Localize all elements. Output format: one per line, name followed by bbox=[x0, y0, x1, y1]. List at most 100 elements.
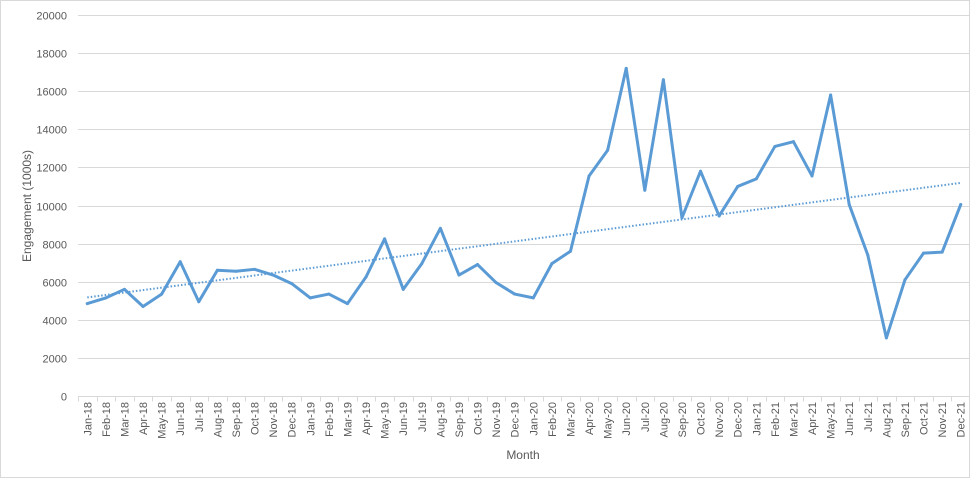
y-tick-label: 2000 bbox=[43, 354, 67, 366]
x-tick-label: Dec-21 bbox=[956, 402, 968, 437]
x-tick-label: Aug-20 bbox=[658, 402, 670, 437]
x-tick-label: Apr-19 bbox=[361, 402, 373, 435]
data-point bbox=[791, 140, 795, 144]
y-tick-label: 8000 bbox=[43, 240, 67, 252]
x-tick-label: Dec-19 bbox=[510, 402, 522, 437]
data-point bbox=[104, 296, 108, 300]
data-point bbox=[253, 267, 257, 271]
data-point bbox=[308, 296, 312, 300]
data-point bbox=[810, 174, 814, 178]
data-point bbox=[215, 268, 219, 272]
x-tick-label: Jan-19 bbox=[305, 402, 317, 436]
x-tick-label: May-19 bbox=[380, 402, 392, 439]
data-point bbox=[531, 296, 535, 300]
series-line bbox=[85, 66, 963, 340]
series-group bbox=[85, 66, 963, 340]
data-point bbox=[847, 203, 851, 207]
x-tick-label: Sep-19 bbox=[454, 402, 466, 437]
x-tick-label: Sep-20 bbox=[677, 402, 689, 437]
x-tick-label: Dec-18 bbox=[287, 402, 299, 437]
data-point bbox=[364, 275, 368, 279]
x-tick-label: Aug-19 bbox=[435, 402, 447, 437]
y-axis-title: Engagement (1000s) bbox=[20, 150, 34, 262]
x-tick-label: Nov-18 bbox=[268, 402, 280, 437]
data-point bbox=[420, 262, 424, 266]
x-tick-label: Sep-18 bbox=[231, 402, 243, 437]
x-tick-label: Mar-21 bbox=[788, 402, 800, 437]
data-point bbox=[866, 253, 870, 257]
data-point bbox=[940, 250, 944, 254]
x-tick-label: Feb-19 bbox=[324, 402, 336, 437]
x-tick-label: Sep-21 bbox=[900, 402, 912, 437]
x-tick-label: Mar-19 bbox=[342, 402, 354, 437]
data-point bbox=[141, 304, 145, 308]
x-tick-label: Feb-20 bbox=[547, 402, 559, 437]
x-tick-label: Apr-21 bbox=[807, 402, 819, 435]
x-tick-label: Nov-20 bbox=[714, 402, 726, 437]
x-tick-label: Mar-20 bbox=[565, 402, 577, 437]
data-point bbox=[438, 226, 442, 230]
x-tick-label: Nov-19 bbox=[491, 402, 503, 437]
x-tick-label: Oct-20 bbox=[696, 402, 708, 435]
y-tick-label: 10000 bbox=[36, 202, 67, 214]
data-point bbox=[122, 287, 126, 291]
data-point bbox=[736, 184, 740, 188]
data-point bbox=[513, 292, 517, 296]
data-point bbox=[160, 292, 164, 296]
y-tick-label: 14000 bbox=[36, 125, 67, 137]
x-tick-label: Oct-18 bbox=[250, 402, 262, 435]
x-tick-label: Jan-18 bbox=[82, 402, 94, 436]
x-tick-label: Jul-20 bbox=[640, 402, 652, 432]
data-point bbox=[327, 292, 331, 296]
x-tick-label: Feb-21 bbox=[770, 402, 782, 437]
data-point bbox=[699, 169, 703, 173]
data-point bbox=[661, 78, 665, 82]
x-tick-label: Jul-19 bbox=[417, 402, 429, 432]
x-tick-label: May-21 bbox=[826, 402, 838, 439]
x-tick-label: Jun-18 bbox=[175, 402, 187, 436]
data-point bbox=[401, 287, 405, 291]
x-axis-ticks: Jan-18 Feb-18 Mar-18 Apr-18 May-18 Jun-18 Jul-… bbox=[82, 402, 967, 439]
data-point bbox=[606, 148, 610, 152]
x-tick-label: Nov-21 bbox=[937, 402, 949, 437]
data-point bbox=[494, 281, 498, 285]
data-point bbox=[773, 144, 777, 148]
data-point bbox=[568, 249, 572, 253]
x-tick-label: May-20 bbox=[603, 402, 615, 439]
y-axis-ticks: 0 2000 4000 6000 8000 10000 12000 14000 16000 180… bbox=[36, 11, 67, 404]
y-tick-label: 20000 bbox=[36, 11, 67, 23]
data-point bbox=[624, 66, 628, 70]
data-point bbox=[550, 262, 554, 266]
data-point bbox=[476, 263, 480, 267]
data-point bbox=[197, 300, 201, 304]
x-tick-label: Apr-20 bbox=[584, 402, 596, 435]
y-tick-label: 0 bbox=[61, 392, 67, 404]
x-tick-label: Jul-18 bbox=[194, 402, 206, 432]
data-point bbox=[922, 251, 926, 255]
y-tick-label: 18000 bbox=[36, 49, 67, 61]
x-tick-label: Feb-18 bbox=[101, 402, 113, 437]
data-point bbox=[680, 216, 684, 220]
data-point bbox=[643, 188, 647, 192]
x-tick-label: Jun-21 bbox=[844, 402, 856, 436]
y-tick-label: 6000 bbox=[43, 278, 67, 290]
data-point bbox=[717, 214, 721, 218]
x-tick-label: Jan-20 bbox=[528, 402, 540, 436]
data-point bbox=[754, 177, 758, 181]
data-point bbox=[903, 278, 907, 282]
x-tick-label: Mar-18 bbox=[119, 402, 131, 437]
x-tick-label: May-18 bbox=[157, 402, 169, 439]
y-tick-label: 4000 bbox=[43, 316, 67, 328]
x-tick-label: Dec-20 bbox=[733, 402, 745, 437]
x-axis-title: Month bbox=[506, 448, 539, 462]
x-tick-label: Jun-19 bbox=[398, 402, 410, 436]
data-point bbox=[178, 260, 182, 264]
data-point bbox=[271, 273, 275, 277]
data-point bbox=[587, 174, 591, 178]
x-tick-label: Aug-18 bbox=[212, 402, 224, 437]
y-tick-label: 16000 bbox=[36, 87, 67, 99]
x-tick-label: Apr-18 bbox=[138, 402, 150, 435]
